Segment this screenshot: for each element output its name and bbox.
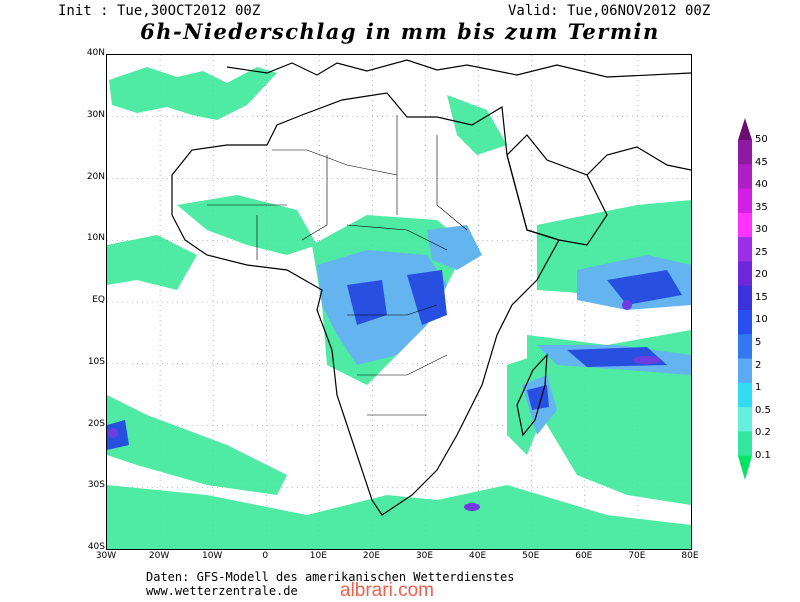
legend-swatch xyxy=(738,261,752,287)
legend-label: 20 xyxy=(755,269,768,281)
legend-label: 45 xyxy=(755,156,768,168)
lon-label: 80E xyxy=(681,551,699,561)
precip-area-indian-core xyxy=(607,270,682,305)
lon-label: 70E xyxy=(628,551,646,561)
legend-swatch xyxy=(738,407,752,432)
europe-outline xyxy=(226,59,691,78)
lon-label: 20W xyxy=(148,551,170,561)
precip-peak-atlantic xyxy=(108,428,118,438)
legend-swatch xyxy=(738,164,752,190)
legend-label: 30 xyxy=(755,224,768,236)
legend-top-arrow xyxy=(738,118,752,140)
lon-label: 30W xyxy=(95,551,117,561)
legend-swatch xyxy=(738,310,752,335)
precip-area-indian-ocean-south xyxy=(527,330,691,505)
precip-peak-indian-north xyxy=(622,300,632,310)
lon-label: 10E xyxy=(309,551,327,561)
lon-label: 30E xyxy=(415,551,434,561)
lon-label: 10W xyxy=(201,551,223,561)
precipitation-map xyxy=(106,54,692,550)
legend-swatch xyxy=(738,431,752,457)
legend-label: 40 xyxy=(755,179,768,191)
lat-label: 40N xyxy=(86,48,105,58)
africa-outline xyxy=(171,92,560,516)
precip-area-south-atlantic xyxy=(107,395,287,495)
lat-label: 30N xyxy=(86,109,105,120)
legend-bottom-arrow xyxy=(738,455,752,480)
valid-time-label: Valid: Tue,06NOV2012 00Z xyxy=(508,3,711,19)
legend-swatch xyxy=(738,358,752,384)
legend-label: 50 xyxy=(755,134,768,145)
legend-swatch xyxy=(738,334,752,360)
legend-label: 0.2 xyxy=(755,427,771,439)
legend-label: 1 xyxy=(755,382,762,394)
map-title: 6h-Niederschlag in mm bis zum Termin xyxy=(140,19,660,44)
precip-peak-indian-ocean xyxy=(633,356,661,364)
lon-label: 50E xyxy=(522,551,540,561)
precip-area-great-lakes xyxy=(407,270,447,325)
legend-swatch xyxy=(738,188,752,214)
legend-label: 5 xyxy=(755,336,762,348)
legend-swatch xyxy=(738,382,752,408)
lat-label: 30S xyxy=(87,480,105,491)
lat-label: EQ xyxy=(92,295,105,305)
lon-label: 0 xyxy=(262,551,269,561)
precip-area-west-africa xyxy=(177,195,317,255)
init-time-label: Init : Tue,30OCT2012 00Z xyxy=(58,3,261,19)
madagascar-outline xyxy=(516,353,548,437)
lat-label: 40S xyxy=(87,542,105,552)
precip-area-north-africa xyxy=(109,67,277,120)
lat-label: 20S xyxy=(87,418,105,429)
legend-label: 15 xyxy=(755,291,768,303)
coastlines xyxy=(171,59,691,516)
legend-swatch xyxy=(738,140,752,165)
precip-area-atlantic-core xyxy=(107,420,129,450)
legend-label: 35 xyxy=(755,201,768,213)
data-source-footer: Daten: GFS-Modell des amerikanischen Wet… xyxy=(146,570,515,584)
country-borders xyxy=(207,115,468,416)
precip-area-congo-core xyxy=(347,280,387,325)
precip-area-atlantic-equatorial xyxy=(107,235,197,290)
legend-swatch xyxy=(738,212,752,238)
lat-label: 20N xyxy=(86,171,105,182)
legend-label: 2 xyxy=(755,359,762,371)
legend-label: 0.1 xyxy=(755,449,771,461)
precip-area-southern-ocean xyxy=(107,485,691,549)
precip-area-middle-east xyxy=(447,95,507,155)
color-scale-legend xyxy=(738,118,752,480)
precip-field xyxy=(107,67,691,549)
lon-label: 40E xyxy=(469,551,487,561)
map-canvas xyxy=(107,55,691,549)
legend-label: 25 xyxy=(755,246,768,258)
website-footer: www.wetterzentrale.de xyxy=(146,584,298,598)
precip-peak-southern xyxy=(464,503,480,511)
legend-swatch xyxy=(738,285,752,311)
lat-label: 10S xyxy=(87,356,105,367)
asia-outline xyxy=(586,146,691,176)
legend-label: 0.5 xyxy=(755,404,771,416)
legend-label: 10 xyxy=(755,314,768,326)
lat-label: 10N xyxy=(86,233,105,244)
watermark: albrari.com xyxy=(340,580,434,601)
arabia-outline xyxy=(506,134,608,246)
precip-area-east-africa xyxy=(427,225,482,270)
legend-swatch xyxy=(738,237,752,262)
lon-label: 20E xyxy=(362,551,381,561)
lon-label: 60E xyxy=(575,551,593,561)
